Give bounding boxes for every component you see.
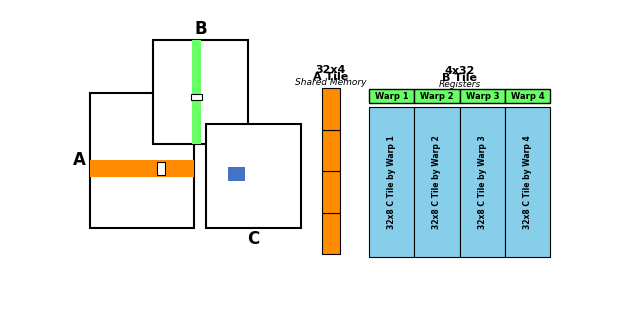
FancyBboxPatch shape	[153, 40, 248, 144]
FancyBboxPatch shape	[90, 93, 194, 228]
Text: 32x8 C Tile by Warp 3: 32x8 C Tile by Warp 3	[478, 135, 487, 229]
FancyBboxPatch shape	[206, 124, 301, 228]
Text: C: C	[248, 230, 260, 248]
Text: Shared Memory: Shared Memory	[295, 78, 367, 87]
Text: Warp 1: Warp 1	[374, 91, 408, 100]
FancyBboxPatch shape	[414, 107, 459, 257]
FancyBboxPatch shape	[157, 162, 165, 176]
FancyBboxPatch shape	[369, 90, 414, 103]
FancyBboxPatch shape	[459, 90, 505, 103]
FancyBboxPatch shape	[414, 90, 459, 103]
FancyBboxPatch shape	[228, 167, 245, 181]
FancyBboxPatch shape	[505, 90, 551, 103]
Text: Warp 3: Warp 3	[466, 91, 499, 100]
Text: Registers: Registers	[439, 80, 481, 89]
Text: Warp 4: Warp 4	[511, 91, 544, 100]
FancyBboxPatch shape	[322, 130, 340, 171]
Text: A Tile: A Tile	[313, 72, 349, 82]
FancyBboxPatch shape	[322, 171, 340, 213]
Text: 32x8 C Tile by Warp 2: 32x8 C Tile by Warp 2	[432, 135, 441, 229]
Text: 32x4: 32x4	[316, 65, 346, 75]
FancyBboxPatch shape	[369, 107, 414, 257]
FancyBboxPatch shape	[322, 213, 340, 254]
FancyBboxPatch shape	[459, 107, 505, 257]
FancyBboxPatch shape	[192, 40, 201, 144]
Text: B: B	[194, 20, 207, 38]
Text: 32x8 C Tile by Warp 1: 32x8 C Tile by Warp 1	[387, 135, 396, 229]
Text: 4x32: 4x32	[444, 66, 475, 76]
Text: Warp 2: Warp 2	[420, 91, 454, 100]
Text: A: A	[73, 151, 86, 169]
FancyBboxPatch shape	[505, 107, 551, 257]
FancyBboxPatch shape	[322, 88, 340, 130]
FancyBboxPatch shape	[90, 161, 194, 177]
Text: 32x8 C Tile by Warp 4: 32x8 C Tile by Warp 4	[523, 135, 532, 229]
FancyBboxPatch shape	[191, 94, 202, 100]
Text: B Tile: B Tile	[442, 73, 477, 83]
